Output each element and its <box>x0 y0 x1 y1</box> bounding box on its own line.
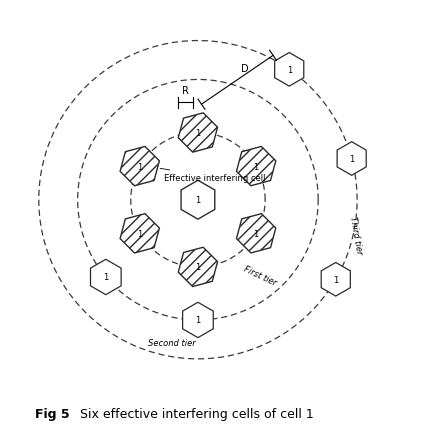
Polygon shape <box>236 147 276 186</box>
Text: Third tier: Third tier <box>348 216 364 255</box>
Polygon shape <box>183 302 213 338</box>
Text: 1: 1 <box>349 155 354 164</box>
Text: 1: 1 <box>287 66 292 75</box>
Text: 1: 1 <box>103 273 108 282</box>
Text: Fig 5: Fig 5 <box>35 407 69 420</box>
Text: 1: 1 <box>195 263 200 272</box>
Polygon shape <box>178 114 217 153</box>
Text: 1: 1 <box>195 316 200 325</box>
Polygon shape <box>337 142 366 176</box>
Text: 1: 1 <box>195 196 200 205</box>
Polygon shape <box>120 147 159 186</box>
Text: Effective interfering cell: Effective interfering cell <box>160 169 266 183</box>
Text: R: R <box>182 86 189 96</box>
Polygon shape <box>275 53 304 87</box>
Text: 1: 1 <box>253 229 259 238</box>
Text: 1: 1 <box>137 229 142 238</box>
Polygon shape <box>120 214 159 253</box>
Text: 1: 1 <box>195 129 200 138</box>
Text: D: D <box>241 63 248 74</box>
Polygon shape <box>236 214 276 253</box>
Text: 1: 1 <box>137 162 142 171</box>
Text: 1: 1 <box>333 275 339 284</box>
Polygon shape <box>90 260 121 295</box>
Polygon shape <box>321 263 350 296</box>
Text: Six effective interfering cells of cell 1: Six effective interfering cells of cell … <box>76 407 313 420</box>
Text: Second tier: Second tier <box>149 338 196 347</box>
Text: 1: 1 <box>253 162 259 171</box>
Polygon shape <box>181 181 215 220</box>
Polygon shape <box>178 248 217 287</box>
Text: First tier: First tier <box>242 264 278 287</box>
